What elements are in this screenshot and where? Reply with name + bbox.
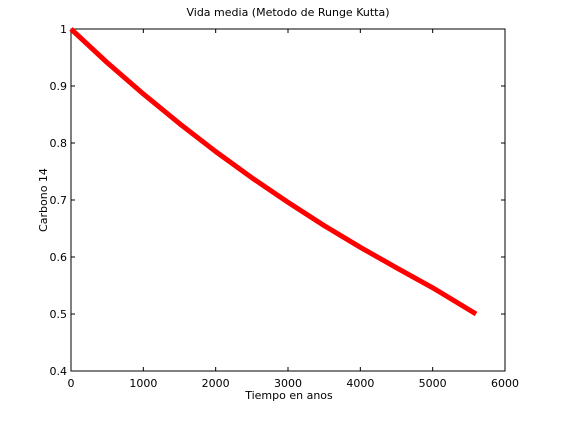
y-tick-label: 1 (60, 23, 67, 36)
y-tick-label: 0.6 (50, 251, 68, 264)
y-tick-label: 0.8 (50, 137, 68, 150)
series-group (69, 27, 478, 317)
x-tick-label: 2000 (202, 377, 230, 390)
y-tick-label: 0.5 (50, 308, 68, 321)
y-tick-label: 0.9 (50, 80, 68, 93)
y-tick-label: 0.4 (50, 365, 68, 378)
x-tick-label: 6000 (491, 377, 519, 390)
series-line (69, 27, 478, 317)
y-axis-label: Carbono 14 (37, 168, 50, 232)
x-tick-label: 5000 (419, 377, 447, 390)
x-tick-label: 1000 (129, 377, 157, 390)
x-axis-ticks: 0 1000 2000 3000 4000 5000 6000 (68, 29, 519, 390)
x-tick-label: 3000 (274, 377, 302, 390)
y-tick-label: 0.7 (50, 194, 68, 207)
x-tick-label: 0 (68, 377, 75, 390)
x-tick-label: 4000 (346, 377, 374, 390)
y-axis-ticks: 0.4 0.5 0.6 0.7 0.8 0.9 1 (50, 23, 505, 378)
x-axis-label: Tiempo en anos (244, 389, 333, 402)
chart-title: Vida media (Metodo de Runge Kutta) (186, 6, 389, 19)
